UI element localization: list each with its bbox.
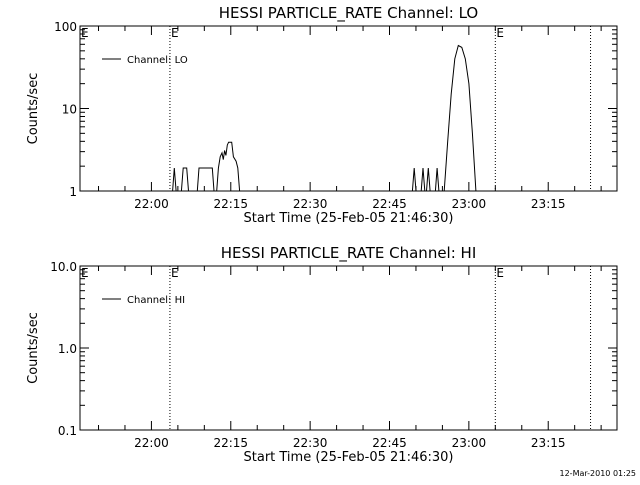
panel-title: HESSI PARTICLE_RATE Channel: LO — [219, 4, 478, 23]
x-tick-label: 22:30 — [293, 197, 328, 211]
y-tick-label: 0.1 — [58, 424, 77, 438]
y-tick-label: 10 — [62, 103, 77, 117]
panel-title: HESSI PARTICLE_RATE Channel: HI — [221, 244, 477, 263]
legend-label: Channel: HI — [127, 295, 185, 306]
x-tick-label: 22:30 — [293, 436, 328, 450]
event-marker-label: E — [81, 26, 89, 40]
series-line — [172, 44, 477, 192]
x-tick-label: 22:15 — [213, 436, 248, 450]
x-tick-label: 22:45 — [372, 436, 407, 450]
event-marker-label: E — [496, 26, 504, 40]
x-tick-label: 23:00 — [452, 436, 487, 450]
plot-frame — [79, 265, 618, 431]
y-tick-label: 1 — [69, 185, 77, 199]
y-tick-label: 10.0 — [50, 260, 77, 274]
x-tick-label: 23:00 — [452, 197, 487, 211]
x-tick-label: 22:00 — [134, 197, 169, 211]
legend-label: Channel: LO — [127, 55, 188, 66]
x-tick-label: 23:15 — [531, 436, 566, 450]
x-axis-label: Start Time (25-Feb-05 21:46:30) — [244, 211, 454, 226]
y-axis-label: Counts/sec — [26, 312, 41, 384]
footer-timestamp: 12-Mar-2010 01:25 — [559, 469, 637, 478]
event-marker-label: E — [171, 26, 179, 40]
x-tick-label: 22:00 — [134, 436, 169, 450]
y-tick-label: 100 — [54, 20, 77, 34]
x-tick-label: 22:15 — [213, 197, 248, 211]
x-axis-label: Start Time (25-Feb-05 21:46:30) — [244, 450, 454, 465]
event-marker-label: E — [171, 266, 179, 280]
plot-frame — [79, 25, 618, 192]
event-marker-label: E — [81, 266, 89, 280]
y-tick-label: 1.0 — [58, 342, 77, 356]
x-tick-label: 22:45 — [372, 197, 407, 211]
y-axis-label: Counts/sec — [26, 73, 41, 145]
x-tick-label: 23:15 — [531, 197, 566, 211]
event-marker-label: E — [496, 266, 504, 280]
